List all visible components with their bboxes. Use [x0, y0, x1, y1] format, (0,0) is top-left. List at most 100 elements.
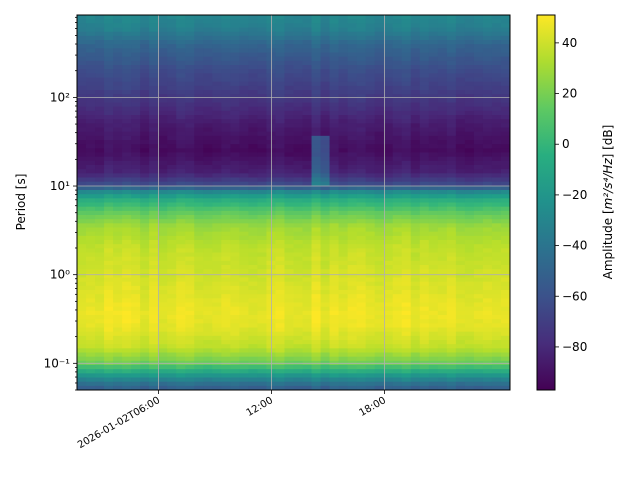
heatmap-cell [464, 310, 475, 316]
heatmap-cell [419, 256, 430, 262]
heatmap-cell [140, 369, 150, 374]
heatmap-cell [473, 48, 484, 54]
heatmap-cell [95, 348, 105, 354]
heatmap-cell [347, 73, 358, 79]
heatmap-cell [203, 206, 213, 212]
heatmap-cell [203, 15, 213, 20]
heatmap-cell [212, 323, 222, 329]
heatmap-cell [437, 244, 448, 249]
heatmap-cell [284, 369, 295, 374]
heatmap-cell [338, 244, 349, 249]
heatmap-cell [338, 77, 349, 83]
heatmap-cell [374, 244, 385, 249]
heatmap-cell [230, 240, 240, 245]
heatmap-cell [221, 198, 231, 204]
heatmap-cell [347, 210, 358, 216]
heatmap-cell [428, 198, 439, 204]
heatmap-cell [239, 260, 249, 266]
heatmap-cell [383, 48, 394, 54]
heatmap-cell [185, 215, 195, 220]
heatmap-cell [383, 206, 394, 212]
heatmap-cell [221, 348, 231, 354]
heatmap-cell [464, 323, 475, 329]
heatmap-cell [212, 210, 222, 216]
heatmap-cell [95, 202, 105, 208]
heatmap-cell [185, 115, 195, 120]
heatmap-cell [356, 56, 367, 62]
heatmap-cell [302, 240, 313, 245]
heatmap-cell [383, 227, 394, 233]
heatmap-cell [491, 194, 502, 199]
heatmap-cell [311, 173, 322, 179]
heatmap-cell [455, 27, 466, 33]
heatmap-cell [311, 298, 322, 304]
heatmap-cell [212, 60, 222, 66]
heatmap-cell [437, 106, 448, 112]
heatmap-cell [239, 169, 249, 174]
heatmap-cell [374, 369, 385, 374]
heatmap-cell [410, 98, 421, 104]
heatmap-cell [311, 52, 322, 58]
heatmap-cell [95, 194, 105, 199]
heatmap-cell [122, 335, 132, 341]
heatmap-cell [167, 144, 177, 149]
heatmap-cell [320, 148, 331, 154]
heatmap-cell [338, 285, 349, 291]
heatmap-cell [221, 352, 231, 358]
heatmap-cell [311, 273, 322, 279]
heatmap-cell [158, 56, 168, 62]
heatmap-cell [140, 252, 150, 258]
heatmap-cell [248, 219, 259, 224]
heatmap-cell [95, 344, 105, 349]
heatmap-cell [500, 331, 510, 337]
heatmap-cell [365, 369, 376, 374]
heatmap-cell [113, 127, 123, 133]
heatmap-cell [203, 369, 213, 374]
heatmap-cell [257, 219, 268, 224]
heatmap-cell [167, 335, 177, 341]
heatmap-cell [221, 240, 231, 245]
heatmap-cell [446, 210, 457, 216]
heatmap-cell [338, 44, 349, 49]
heatmap-cell [347, 290, 358, 295]
heatmap-cell [446, 235, 457, 241]
heatmap-cell [140, 177, 150, 183]
heatmap-cell [383, 123, 394, 129]
heatmap-cell [437, 231, 448, 237]
heatmap-cell [77, 231, 87, 237]
heatmap-cell [131, 327, 141, 333]
heatmap-cell [383, 281, 394, 287]
heatmap-cell [347, 127, 358, 133]
heatmap-cell [311, 44, 322, 49]
heatmap-cell [203, 102, 213, 108]
heatmap-cell [257, 110, 268, 116]
heatmap-cell [221, 231, 231, 237]
heatmap-cell [464, 102, 475, 108]
heatmap-cell [356, 323, 367, 329]
heatmap-cell [428, 181, 439, 187]
heatmap-cell [419, 119, 430, 124]
heatmap-cell [185, 152, 195, 158]
heatmap-cell [446, 219, 457, 224]
heatmap-cell [221, 210, 231, 216]
heatmap-cell [113, 148, 123, 154]
heatmap-cell [383, 90, 394, 95]
heatmap-cell [338, 215, 349, 220]
heatmap-cell [365, 348, 376, 354]
heatmap-cell [194, 323, 204, 329]
heatmap-cell [221, 140, 231, 145]
heatmap-cell [392, 260, 403, 266]
heatmap-cell [491, 198, 502, 204]
heatmap-cell [194, 94, 204, 99]
heatmap-cell [302, 340, 313, 345]
heatmap-cell [230, 60, 240, 66]
heatmap-cell [212, 15, 222, 20]
heatmap-cell [419, 298, 430, 304]
heatmap-cell [455, 248, 466, 254]
heatmap-cell [473, 148, 484, 154]
heatmap-cell [500, 81, 510, 87]
heatmap-cell [401, 210, 412, 216]
heatmap-cell [455, 210, 466, 216]
heatmap-cell [167, 69, 177, 74]
heatmap-cell [383, 210, 394, 216]
